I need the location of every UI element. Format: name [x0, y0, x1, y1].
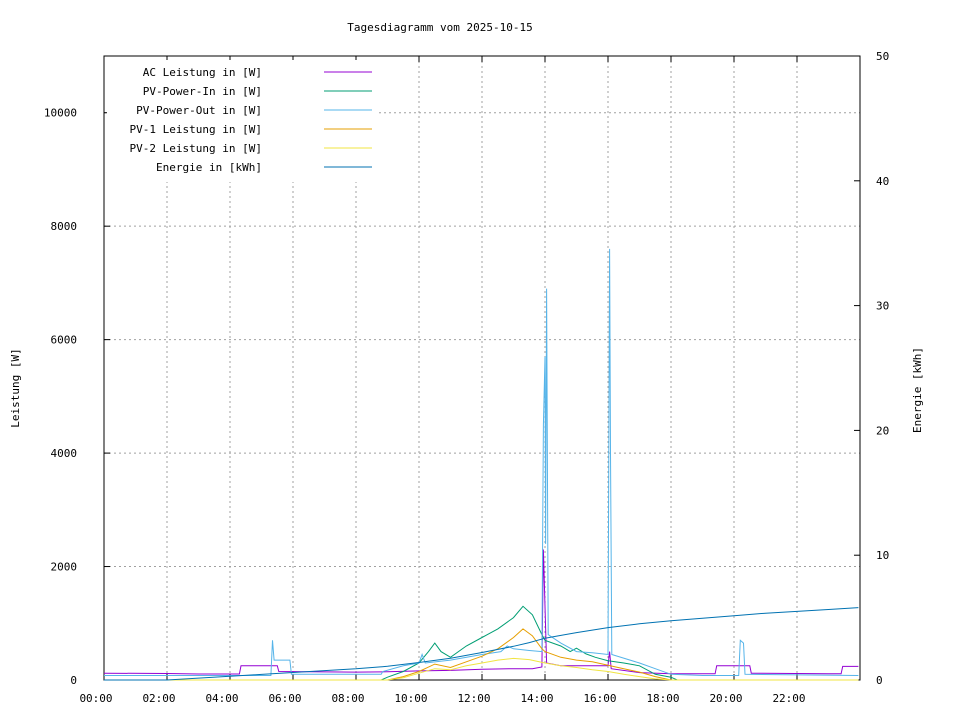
y-tick-label: 0: [70, 674, 77, 687]
series-lines: [103, 248, 859, 681]
legend-label: PV-1 Leistung in [W]: [130, 123, 262, 136]
legend-label: PV-2 Leistung in [W]: [130, 142, 262, 155]
x-tick-label: 20:00: [709, 692, 742, 705]
y2-tick-label: 40: [876, 175, 889, 188]
x-tick-label: 12:00: [457, 692, 490, 705]
chart-title: Tagesdiagramm vom 2025-10-15: [347, 21, 532, 34]
y2-axis-label: Energie [kWh]: [911, 347, 924, 433]
legend-label: PV-Power-In in [W]: [143, 85, 262, 98]
series-line-4: [104, 657, 859, 681]
x-tick-label: 18:00: [646, 692, 679, 705]
y-tick-label: 10000: [44, 107, 77, 120]
x-tick-label: 14:00: [520, 692, 553, 705]
legend: AC Leistung in [W] PV-Power-In in [W] PV-P…: [107, 60, 379, 182]
legend-label: AC Leistung in [W]: [143, 66, 262, 79]
legend-label: Energie in [kWh]: [156, 161, 262, 174]
series-line-0: [103, 549, 859, 675]
x-tick-label: 16:00: [583, 692, 616, 705]
y2-tick-label: 50: [876, 50, 889, 63]
y-tick-label: 8000: [51, 220, 78, 233]
x-tick-label: 02:00: [142, 692, 175, 705]
series-line-3: [104, 628, 859, 681]
y2-tick-label: 0: [876, 674, 883, 687]
series-line-5: [104, 607, 859, 681]
legend-box: [107, 60, 379, 182]
y-tick-label: 4000: [51, 447, 78, 460]
y-axis-label: Leistung [W]: [9, 348, 22, 427]
y2-tick-label: 30: [876, 300, 889, 313]
x-tick-label: 10:00: [394, 692, 427, 705]
series-line-2: [104, 248, 859, 676]
series-line-1: [104, 605, 859, 681]
y2-tick-label: 10: [876, 549, 889, 562]
x-tick-label: 08:00: [331, 692, 364, 705]
plot-frame: [103, 55, 861, 681]
y2-tick-label: 20: [876, 424, 889, 437]
legend-label: PV-Power-Out in [W]: [136, 104, 262, 117]
axes: 00:00 02:00 04:00 06:00 08:00 10:00 12:00 14:00…: [44, 50, 889, 705]
x-tick-label: 06:00: [268, 692, 301, 705]
y-tick-label: 2000: [51, 561, 78, 574]
x-tick-label: 00:00: [79, 692, 112, 705]
y-tick-label: 6000: [51, 334, 78, 347]
x-tick-label: 22:00: [772, 692, 805, 705]
x-tick-label: 04:00: [205, 692, 238, 705]
